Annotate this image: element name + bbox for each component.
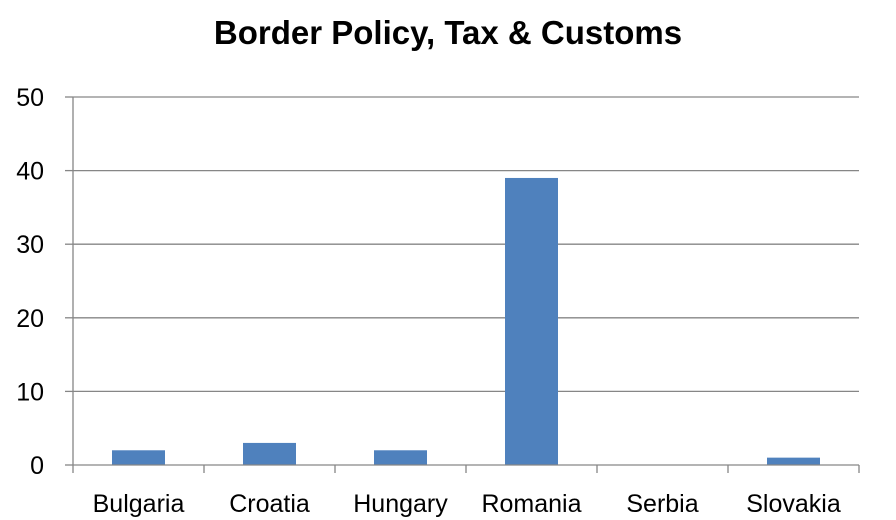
x-tick-label-romania: Romania <box>481 490 581 518</box>
y-tick-label: 10 <box>16 378 44 406</box>
x-tick-label-hungary: Hungary <box>353 490 448 518</box>
x-tick-label-bulgaria: Bulgaria <box>93 490 185 518</box>
bar-slovakia <box>767 457 820 465</box>
bar-romania <box>505 177 558 465</box>
y-tick-label: 0 <box>30 452 44 480</box>
x-tick-label-serbia: Serbia <box>626 490 698 518</box>
chart-title: Border Policy, Tax & Customs <box>213 14 683 51</box>
bars <box>112 177 820 465</box>
y-tick-label: 30 <box>16 231 44 259</box>
axes <box>65 96 860 473</box>
bar-bulgaria <box>112 450 165 465</box>
y-tick-label: 40 <box>16 158 44 186</box>
x-tick-label-croatia: Croatia <box>229 490 310 518</box>
bar-croatia <box>243 442 296 465</box>
x-tick-labels: Bulgaria Croatia Hungary Romania Serbia Slova… <box>93 490 841 518</box>
y-tick-label: 50 <box>16 84 44 112</box>
bar-hungary <box>374 450 427 465</box>
x-tick-label-slovakia: Slovakia <box>746 490 841 518</box>
y-tick-labels: 0 10 20 30 40 50 <box>16 84 44 480</box>
gridlines <box>73 96 859 393</box>
y-tick-label: 20 <box>16 305 44 333</box>
